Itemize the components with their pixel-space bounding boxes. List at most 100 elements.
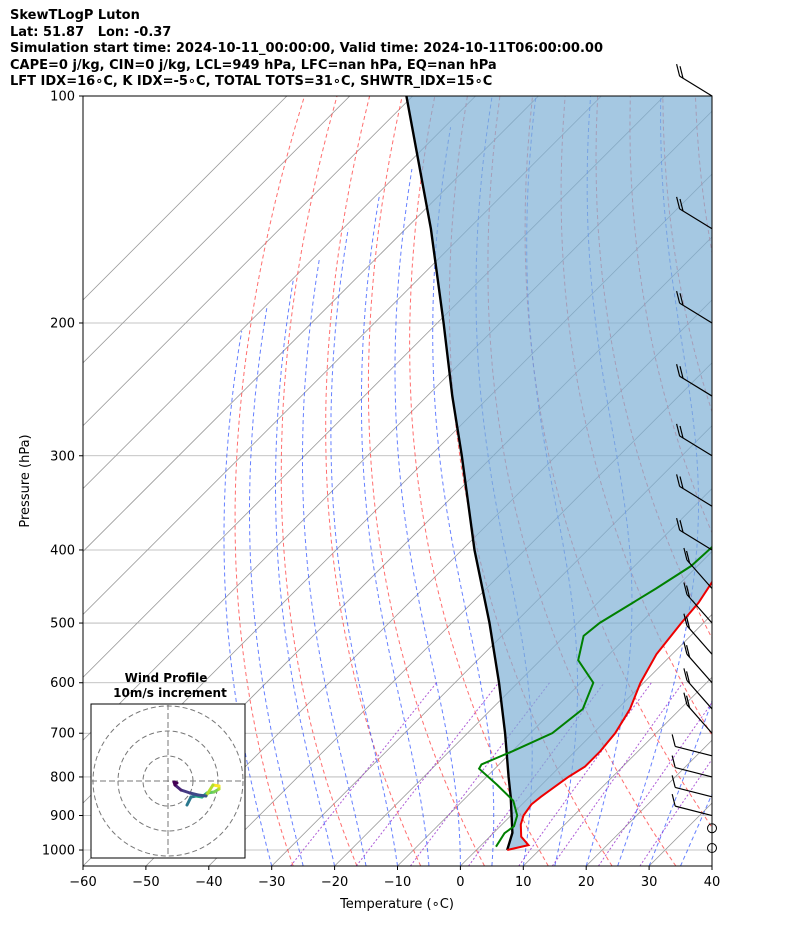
barb-staff	[679, 485, 713, 507]
moist-adiabat-line	[711, 864, 712, 866]
header-line-coords: Lat: 51.87 Lon: -0.37	[10, 24, 172, 40]
barb-flag	[685, 616, 691, 629]
y-tick-label: 400	[50, 543, 75, 558]
barb-flag	[671, 734, 676, 747]
barb-staff	[679, 75, 713, 97]
wind-barb	[683, 692, 713, 734]
barb-staff	[675, 745, 713, 757]
barb-flag	[679, 366, 684, 379]
dry-adiabat-line	[234, 96, 305, 866]
y-tick-label: 700	[50, 727, 75, 742]
barb-flag	[671, 775, 676, 788]
x-tick-label: 10	[515, 875, 532, 890]
header-line-indices-1: CAPE=0 j/kg, CIN=0 j/kg, LCL=949 hPa, LF…	[10, 57, 497, 73]
barb-flag	[683, 692, 688, 705]
barb-staff	[675, 766, 713, 778]
hodograph-trace-segment	[204, 783, 215, 798]
hodograph-inset: Wind Profile 10m/s increment	[90, 671, 246, 859]
barb-staff	[686, 704, 713, 734]
wind-barb	[683, 642, 713, 684]
axis-ticks: −60 −50 −40 −30 −20 −10 0 10 20 30 40 100 200 300 400 5…	[42, 90, 720, 891]
barb-flag	[676, 364, 681, 377]
wind-barb	[676, 290, 713, 324]
wind-barbs	[671, 63, 717, 854]
barb-flag	[676, 474, 681, 487]
mixing-ratio-line	[551, 682, 684, 866]
barb-flag	[679, 293, 684, 306]
barb-staff	[679, 302, 713, 324]
wind-barb	[676, 474, 713, 507]
wind-barb	[671, 734, 713, 757]
chart-header: SkewTLogP Luton Lat: 51.87 Lon: -0.37 Si…	[10, 8, 603, 91]
moist-adiabat-line	[361, 194, 430, 866]
barb-staff	[679, 529, 713, 551]
barb-flag	[679, 425, 684, 439]
mixing-ratio-line	[597, 701, 712, 866]
moist-adiabat-line	[680, 793, 712, 866]
y-axis-label: Pressure (hPa)	[18, 434, 33, 527]
isotherm-line	[83, 96, 413, 427]
isotherm-line	[775, 96, 794, 866]
wind-barb	[676, 423, 713, 457]
moist-adiabat-line	[648, 699, 712, 866]
barb-flag	[685, 671, 691, 684]
moist-adiabat-line	[432, 127, 495, 866]
barb-flag	[679, 198, 684, 212]
barb-flag	[676, 423, 681, 437]
barb-flag	[683, 642, 688, 655]
barb-flag	[683, 547, 688, 561]
barb-flag	[679, 66, 684, 79]
barb-flag	[676, 63, 681, 77]
y-tick-label: 800	[50, 770, 75, 785]
parcel-temperature-shading	[406, 96, 712, 850]
barb-flag	[683, 582, 688, 595]
x-tick-label: −40	[195, 875, 222, 890]
barb-flag	[679, 520, 684, 533]
wind-barb	[683, 582, 713, 624]
dry-adiabat-line	[367, 96, 485, 866]
y-tick-label: 500	[50, 617, 75, 632]
hodograph-trace-segment	[179, 788, 192, 795]
wind-barb	[671, 793, 713, 817]
isotherm-line	[83, 96, 539, 553]
header-line-station: SkewTLogP Luton	[10, 8, 140, 23]
wind-barb	[683, 547, 713, 589]
barb-staff	[686, 653, 713, 684]
barb-flag	[683, 668, 688, 681]
barb-staff	[679, 435, 713, 457]
isotherm-line	[83, 96, 288, 301]
hodograph-trace-segment	[172, 780, 179, 785]
barb-flag	[676, 196, 681, 210]
x-tick-label: −60	[69, 875, 96, 890]
barb-flag	[685, 550, 691, 564]
isotherm-line	[83, 96, 476, 490]
x-tick-label: 0	[456, 875, 464, 890]
dry-adiabat-line	[280, 96, 358, 866]
barb-flag	[679, 476, 684, 489]
wind-barb	[676, 196, 713, 230]
mixing-ratio-line	[639, 758, 712, 866]
x-tick-label: −10	[384, 875, 411, 890]
profile-series	[405, 96, 712, 851]
isotherm-line	[711, 865, 712, 866]
barb-staff	[686, 625, 713, 655]
barb-flag	[671, 793, 676, 807]
barb-flag	[685, 645, 691, 658]
x-tick-label: 20	[578, 875, 595, 890]
x-tick-label: −20	[321, 875, 348, 890]
wind-barb	[671, 755, 713, 778]
y-tick-label: 600	[50, 676, 75, 691]
y-tick-label: 1000	[42, 844, 75, 859]
dry-adiabat-line	[409, 96, 549, 866]
header-line-times: Simulation start time: 2024-10-11_00:00:…	[10, 41, 603, 56]
moist-adiabat-line	[330, 228, 398, 866]
barb-staff	[686, 680, 713, 710]
dry-adiabat-line	[761, 96, 794, 866]
barb-staff	[675, 786, 713, 798]
wind-barb	[683, 668, 713, 710]
temperature-line	[506, 580, 712, 851]
moist-adiabat-line	[249, 306, 304, 866]
dry-adiabat-line	[325, 96, 422, 866]
x-tick-label: −50	[132, 875, 159, 890]
